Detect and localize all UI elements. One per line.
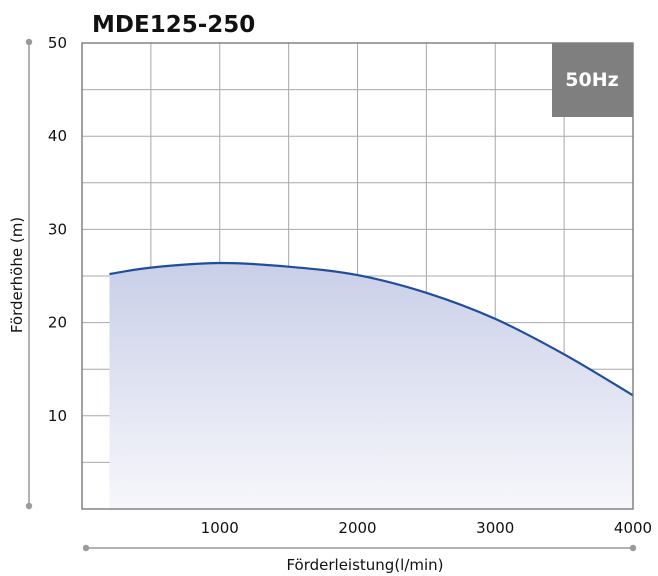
y-axis-label: Förderhöhe (m)	[8, 217, 26, 333]
x-tick-label: 2000	[338, 519, 376, 537]
x-axis-label: Förderleistung(l/min)	[286, 556, 443, 574]
series-line	[109, 261, 634, 397]
y-axis-arrow-dot-bottom	[25, 502, 33, 510]
y-tick-label: 40	[48, 127, 67, 145]
series-area	[109, 262, 633, 509]
x-axis-arrow-dot-left	[82, 544, 90, 552]
x-tick-labels: 1000 2000 3000 4000	[201, 519, 652, 537]
x-axis-arrow-dot-right	[629, 544, 637, 552]
y-tick-label: 10	[48, 407, 67, 425]
x-tick-label: 3000	[476, 519, 514, 537]
plot-frame	[81, 42, 634, 510]
y-tick-label: 20	[48, 314, 67, 332]
y-tick-label: 30	[48, 220, 67, 238]
y-axis-arrow-dot-top	[25, 38, 33, 46]
chart-title: MDE125-250	[92, 12, 255, 38]
y-tick-label: 50	[48, 34, 67, 52]
x-tick-label: 4000	[614, 519, 652, 537]
y-tick-labels: 10 20 30 40 50	[48, 34, 67, 425]
frequency-badge	[552, 43, 633, 117]
x-tick-label: 1000	[201, 519, 239, 537]
frequency-badge-label: 50Hz	[565, 69, 618, 91]
